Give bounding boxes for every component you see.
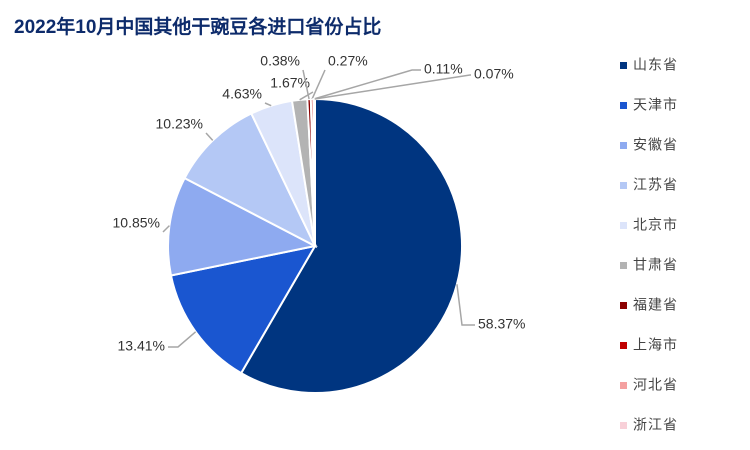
legend-label: 北京市 <box>633 217 678 233</box>
leader-line <box>162 225 170 233</box>
pie-slice <box>313 97 316 247</box>
data-label: 13.41% <box>118 338 165 354</box>
legend-swatch <box>620 62 627 69</box>
data-label: 0.27% <box>328 53 368 69</box>
leader-line <box>311 69 326 100</box>
data-label: 10.23% <box>156 116 203 132</box>
data-label: 4.63% <box>222 86 262 102</box>
pie-slice <box>183 112 318 249</box>
leader-line <box>313 69 421 100</box>
legend-swatch <box>620 222 627 229</box>
legend-swatch <box>620 182 627 189</box>
legend-label: 浙江省 <box>633 417 678 433</box>
leader-line <box>299 91 314 101</box>
data-label: 0.38% <box>260 53 300 69</box>
legend-swatch <box>620 302 627 309</box>
data-label: 1.67% <box>270 75 310 91</box>
chart-title: 2022年10月中国其他干豌豆各进口省份占比 <box>14 15 381 38</box>
legend-label: 河北省 <box>633 377 678 393</box>
legend-swatch <box>620 382 627 389</box>
legend-label: 江苏省 <box>633 177 678 193</box>
leader-line <box>264 102 272 107</box>
legend-label: 福建省 <box>633 297 678 313</box>
legend-label: 安徽省 <box>633 137 678 153</box>
legend-swatch <box>620 142 627 149</box>
data-label: 58.37% <box>478 316 525 332</box>
data-label: 0.07% <box>474 66 514 82</box>
legend-label: 甘肃省 <box>633 257 678 273</box>
leader-line <box>456 284 475 326</box>
legend-label: 天津市 <box>633 97 678 113</box>
data-label: 10.85% <box>113 215 160 231</box>
leader-line <box>314 74 471 100</box>
legend-swatch <box>620 102 627 109</box>
leader-line <box>205 132 214 141</box>
legend-swatch <box>620 262 627 269</box>
legend-swatch <box>620 342 627 349</box>
pie-slice <box>167 176 318 277</box>
data-label: 0.11% <box>424 61 463 77</box>
pie-slice <box>169 244 317 375</box>
leader-line <box>302 69 310 100</box>
legend-swatch <box>620 422 627 429</box>
leader-line <box>168 331 197 348</box>
legend-label: 山东省 <box>633 57 678 73</box>
legend-label: 上海市 <box>633 337 678 353</box>
